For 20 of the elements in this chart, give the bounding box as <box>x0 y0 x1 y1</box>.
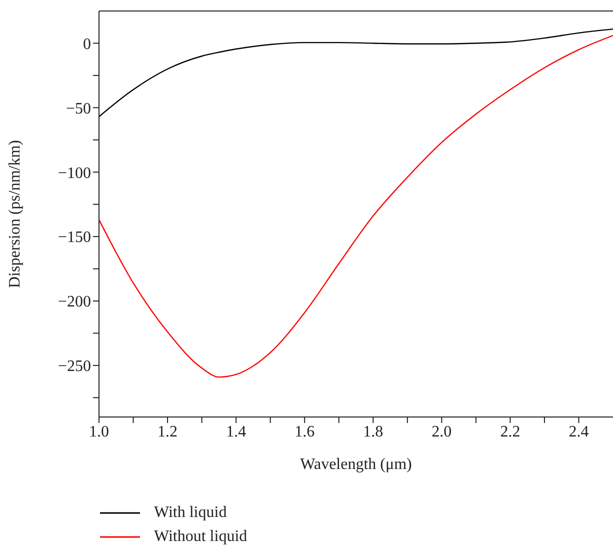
x-tick-label: 2.2 <box>500 423 520 440</box>
line-series <box>99 28 613 118</box>
x-tick-label: 1.8 <box>363 423 384 440</box>
x-tick-label: 1.4 <box>226 423 246 440</box>
x-axis-title: Wavelength (μm) <box>300 456 412 473</box>
legend-label: Without liquid <box>154 527 248 547</box>
y-tick-label: −250 <box>58 358 91 376</box>
y-tick-label: −100 <box>58 164 91 182</box>
x-tick-label: 1.2 <box>158 423 178 440</box>
y-tick-label: −150 <box>58 229 91 246</box>
y-tick-label: −200 <box>58 294 91 311</box>
x-tick-label: 2.0 <box>432 423 452 440</box>
x-tick-label: 1.6 <box>294 423 315 440</box>
y-tick-label: −50 <box>66 100 91 118</box>
y-axis-title: Dispersion (ps/nm/km) <box>6 140 24 288</box>
legend-label: With liquid <box>154 503 227 523</box>
line-series <box>99 34 613 378</box>
x-tick-label: 2.4 <box>568 423 589 440</box>
y-tick-label: 0 <box>83 36 91 53</box>
x-tick-label: 1.0 <box>89 423 109 440</box>
